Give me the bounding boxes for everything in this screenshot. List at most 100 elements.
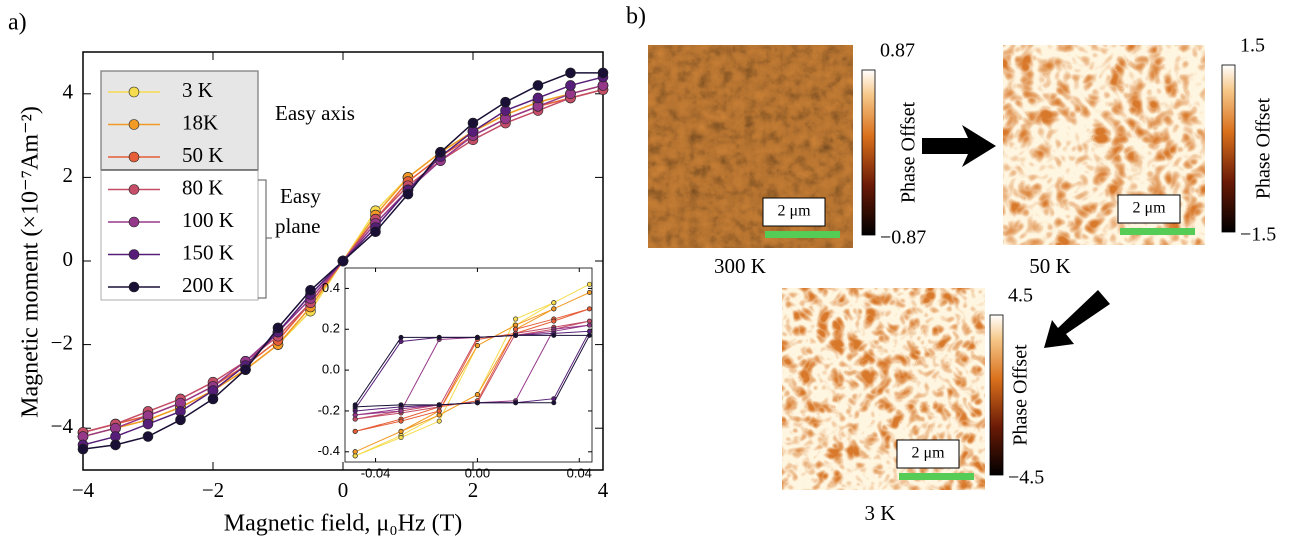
data-point — [175, 414, 186, 426]
data-point — [352, 428, 358, 434]
data-point — [436, 334, 442, 340]
data-point — [272, 322, 284, 334]
x-tick-label: 4 — [598, 478, 609, 502]
legend-label: 100 K — [182, 208, 234, 232]
colorbar-tick-label: 1.5 — [1240, 35, 1265, 57]
y-tick-label: 4 — [63, 80, 74, 104]
data-point — [513, 326, 519, 332]
x-tick-label: 0.00 — [465, 465, 490, 480]
y-tick-label: −4 — [51, 414, 74, 438]
data-point — [352, 412, 358, 418]
legend-label: 50 K — [182, 143, 223, 167]
panel-label: b) — [626, 4, 646, 30]
data-point — [398, 334, 404, 340]
data-point — [436, 408, 442, 414]
legend-label: 200 K — [182, 273, 234, 297]
data-point — [436, 412, 442, 418]
data-point — [337, 255, 349, 267]
temperature-label: 3 K — [865, 501, 896, 525]
data-point — [586, 306, 592, 312]
data-point — [352, 416, 358, 422]
colorbar-tick-label: −1.5 — [1240, 224, 1276, 246]
data-point — [513, 400, 519, 406]
data-point — [551, 400, 557, 406]
y-tick-label: -0.4 — [318, 443, 340, 458]
colorbar-tick-label: 0.87 — [880, 40, 915, 62]
data-point — [532, 92, 544, 104]
data-point — [500, 96, 511, 108]
data-point — [398, 418, 404, 424]
y-axis-title: Magnetic moment (×10⁻⁷Am⁻²) — [18, 106, 44, 418]
legend-marker — [128, 86, 140, 98]
data-point — [565, 67, 576, 79]
colorbar-title: Phase Offset — [1010, 344, 1032, 446]
data-point — [586, 322, 592, 328]
arrow — [922, 125, 996, 167]
data-point — [370, 226, 381, 238]
data-point — [398, 434, 404, 440]
data-point — [513, 322, 519, 328]
data-point — [142, 418, 154, 430]
y-tick-label: −2 — [51, 330, 73, 354]
scale-bar-label: 2 μm — [1132, 200, 1166, 217]
data-point — [305, 284, 316, 296]
data-point — [352, 453, 358, 459]
data-point — [586, 290, 592, 296]
scale-bar — [899, 473, 974, 480]
colorbar — [1221, 64, 1236, 233]
y-tick-label: 0.0 — [322, 362, 340, 377]
data-point — [398, 428, 404, 434]
data-point — [352, 449, 358, 455]
data-point — [402, 188, 414, 200]
x-tick-label: 2 — [468, 478, 479, 502]
data-point — [352, 402, 358, 408]
data-point — [467, 117, 479, 129]
x-tick-label: −4 — [72, 478, 95, 502]
legend-marker — [128, 216, 140, 228]
data-point — [240, 364, 251, 375]
data-point — [436, 418, 442, 424]
legend-label: 150 K — [182, 240, 234, 264]
y-tick-label: 2 — [63, 163, 74, 187]
scale-bar-label-box — [762, 197, 826, 227]
colorbar-title: Phase Offset — [1253, 97, 1275, 199]
data-point — [551, 306, 557, 312]
x-tick-label: −2 — [202, 478, 224, 502]
colorbar — [989, 314, 1004, 476]
x-tick-label: 0 — [338, 478, 349, 502]
data-point — [586, 328, 592, 334]
data-point — [551, 318, 557, 324]
scale-bar-label-box — [1117, 194, 1181, 224]
data-point — [436, 402, 442, 408]
data-point — [474, 400, 480, 406]
y-tick-label: 0.4 — [322, 280, 340, 295]
annotation: Easy — [280, 184, 321, 208]
legend-label: 80 K — [182, 175, 223, 199]
plot-area — [344, 267, 593, 463]
panel-label: a) — [8, 10, 27, 36]
legend-label: 3 K — [182, 78, 213, 102]
temperature-label: 50 K — [1029, 254, 1070, 278]
colorbar-tick-label: −0.87 — [880, 227, 926, 249]
data-point — [597, 67, 609, 79]
colorbar-tick-label: −4.5 — [1008, 467, 1044, 489]
legend-marker — [128, 184, 140, 195]
legend-marker — [128, 281, 140, 293]
colorbar — [861, 69, 876, 236]
x-axis-title: Magnetic field, μ₀Hz (T) — [224, 511, 462, 537]
annotation: plane — [275, 214, 320, 238]
scale-bar-label-box — [896, 439, 960, 469]
data-point — [551, 300, 557, 306]
scale-bar-label: 2 μm — [777, 203, 811, 220]
x-tick-label: -0.04 — [361, 465, 391, 480]
scale-bar-label: 2 μm — [911, 445, 945, 462]
data-point — [142, 431, 154, 442]
scale-bar — [765, 231, 840, 238]
colorbar-tick-label: 4.5 — [1008, 285, 1033, 307]
annotation: Easy axis — [275, 101, 355, 125]
data-point — [586, 332, 592, 338]
scale-bar — [1120, 228, 1195, 235]
data-point — [398, 402, 404, 408]
y-tick-label: 0.2 — [322, 321, 340, 336]
